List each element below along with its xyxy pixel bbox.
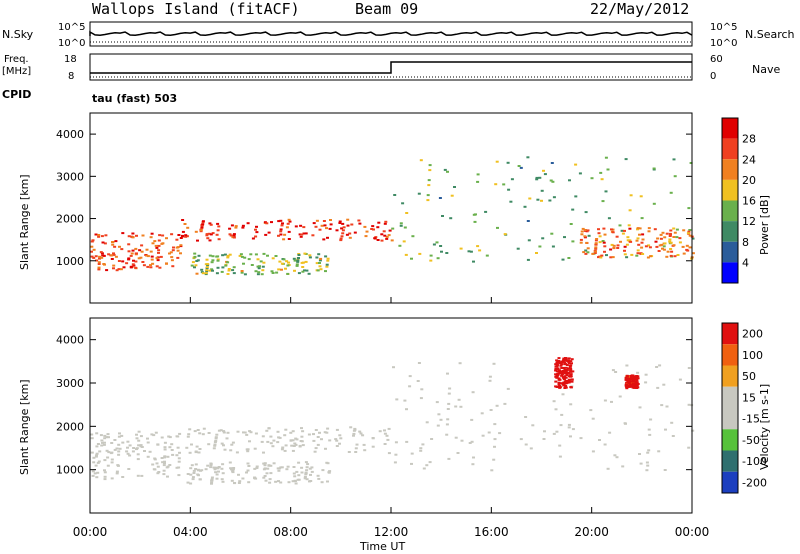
power-echo-band-2	[190, 252, 330, 276]
velocity-colorbar-tick-0: 200	[742, 328, 763, 341]
power-colorbar-tick-3: 16	[742, 195, 756, 208]
velocity-colorbar-segment-2	[722, 365, 738, 387]
velocity-colorbar-segment-0	[722, 323, 738, 345]
nave-tick-high: 60	[710, 54, 723, 65]
velocity-ytick-label-1: 2000	[56, 420, 84, 433]
power-ytick-label-0: 1000	[56, 255, 84, 268]
velocity-ytick-label-2: 3000	[56, 377, 84, 390]
velocity-echo-band-1	[185, 426, 391, 455]
velocity-ytick-label-0: 1000	[56, 464, 84, 477]
power-colorbar-frame	[721, 117, 739, 284]
freq-tick-high: 18	[64, 54, 77, 65]
time-tick-label-5: 20:00	[574, 525, 609, 539]
velocity-colorbar-segment-6	[722, 450, 738, 472]
nave-tick-low: 0	[710, 71, 717, 82]
velocity-colorbar-tick-2: 50	[742, 370, 756, 383]
time-tick-label-1: 04:00	[173, 525, 208, 539]
power-colorbar-tick-6: 28	[742, 133, 756, 146]
time-tick-label-6: 00:00	[675, 525, 710, 539]
time-tick-label-4: 16:00	[474, 525, 509, 539]
power-colorbar-tick-5: 24	[742, 153, 756, 166]
time-tick-label-2: 08:00	[273, 525, 308, 539]
velocity-colorbar-segment-3	[722, 386, 738, 408]
velocity-echo-band-4	[554, 357, 575, 389]
nsearch-label: N.Search	[745, 28, 795, 41]
power-colorbar-segment-5	[722, 221, 738, 242]
power-echo-band-0	[90, 232, 183, 272]
velocity-colorbar-segment-1	[722, 344, 738, 366]
cpid-label: CPID	[2, 88, 32, 101]
power-colorbar-segment-1	[722, 138, 738, 160]
time-tick-label-3: 12:00	[374, 525, 409, 539]
freq-tick-low: 8	[68, 71, 75, 82]
date-label: 22/May/2012	[590, 0, 690, 18]
power-colorbar-segment-4	[722, 200, 738, 222]
velocity-echo-band-3	[392, 362, 695, 472]
velocity-colorbar-tick-5: -50	[742, 434, 760, 447]
power-echo-band-1	[180, 218, 394, 242]
velocity-echo-band-0	[90, 430, 182, 481]
velocity-colorbar-segment-5	[722, 429, 738, 451]
beam-label: Beam 09	[355, 0, 419, 18]
nave-label: Nave	[752, 63, 781, 76]
nsky-label: N.Sky	[2, 28, 34, 41]
noise-tick-low-left: 10^0	[58, 38, 86, 49]
power-colorbar-tick-2: 12	[742, 215, 756, 228]
cpid-value: tau (fast) 503	[92, 92, 178, 105]
time-axis-label: Time UT	[360, 540, 406, 553]
velocity-colorbar-tick-6: -100	[742, 455, 767, 468]
velocity-panel-frame	[89, 317, 693, 514]
noise-tick-high-left: 10^5	[58, 22, 86, 33]
velocity-colorbar-tick-7: -200	[742, 476, 767, 489]
velocity-echo-band-2	[186, 461, 332, 485]
velocity-colorbar-tick-3: 15	[742, 391, 756, 404]
power-colorbar-segment-2	[722, 159, 738, 180]
noise-tick-low-right: 10^0	[710, 38, 738, 49]
power-colorbar-segment-7	[722, 262, 738, 283]
velocity-ytick-label-3: 4000	[56, 334, 84, 347]
velocity-colorbar-tick-4: -15	[742, 413, 760, 426]
noise-sky-line	[89, 30, 693, 36]
power-colorbar-segment-6	[722, 241, 738, 263]
freq-unit: [MHz]	[2, 66, 32, 77]
velocity-colorbar-segment-7	[722, 471, 738, 493]
power-panel-frame	[89, 112, 693, 304]
freq-line	[90, 61, 692, 74]
freq-panel-frame	[89, 53, 693, 81]
velocity-colorbar-frame	[721, 322, 739, 494]
power-echo-band-3	[391, 156, 695, 263]
freq-label: Freq.	[4, 54, 29, 65]
noise-tick-high-right: 10^5	[710, 22, 738, 33]
time-tick-label-0: 00:00	[73, 525, 108, 539]
power-colorbar-tick-0: 4	[742, 256, 749, 269]
velocity-colorbar-tick-1: 100	[742, 349, 763, 362]
power-colorbar-segment-3	[722, 179, 738, 201]
power-colorbar-tick-4: 20	[742, 174, 756, 187]
velocity-echo-band-5	[624, 374, 640, 390]
power-colorbar-segment-0	[722, 118, 738, 139]
power-ytick-label-2: 3000	[56, 170, 84, 183]
velocity-colorbar-segment-4	[722, 408, 738, 430]
power-ytick-label-1: 2000	[56, 213, 84, 226]
power-ytick-label-3: 4000	[56, 128, 84, 141]
station-title: Wallops Island (fitACF)	[92, 0, 300, 18]
power-colorbar-tick-1: 8	[742, 236, 749, 249]
power-echo-band-4	[579, 227, 695, 259]
